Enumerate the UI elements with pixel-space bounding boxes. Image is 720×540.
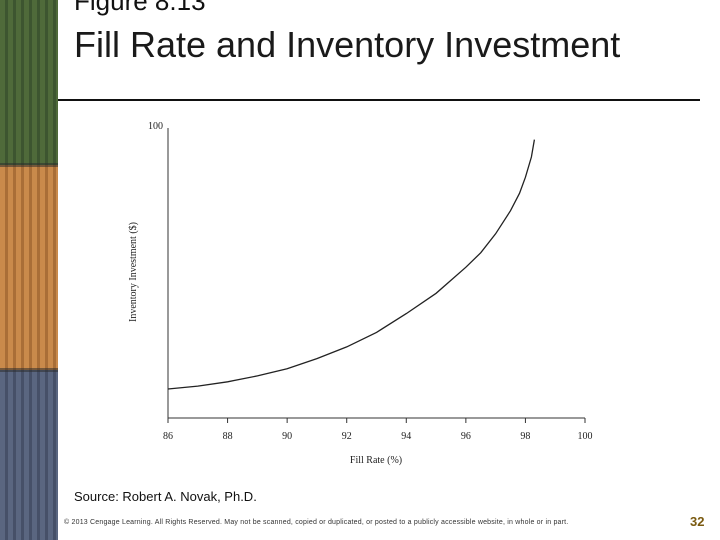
x-tick-label: 90 — [282, 431, 292, 442]
x-axis-label: Fill Rate (%) — [350, 455, 402, 466]
x-tick-label: 92 — [342, 431, 352, 442]
decorative-side-strip — [0, 0, 58, 540]
x-tick-label: 100 — [578, 431, 593, 442]
green-container-segment — [0, 0, 58, 165]
slide-title: Fill Rate and Inventory Investment — [74, 24, 621, 65]
x-tick-label: 98 — [520, 431, 530, 442]
series-curve — [167, 139, 536, 390]
orange-container-segment — [0, 165, 58, 370]
copyright-notice: © 2013 Cengage Learning. All Rights Rese… — [64, 519, 569, 526]
blue-container-segment — [0, 370, 58, 540]
y-axis-label: Inventory Investment ($) — [128, 222, 139, 322]
y-tick-label: 100 — [148, 121, 163, 132]
page-number: 32 — [690, 514, 705, 529]
container-divider — [0, 163, 58, 167]
container-divider — [0, 368, 58, 372]
figure-label: Figure 8.13 — [74, 0, 206, 16]
title-underline — [58, 99, 700, 101]
x-tick-label: 96 — [461, 431, 471, 442]
source-note: Source: Robert A. Novak, Ph.D. — [74, 489, 257, 504]
x-tick-label: 88 — [223, 431, 233, 442]
x-tick-label: 86 — [163, 431, 173, 442]
x-tick-label: 94 — [401, 431, 411, 442]
